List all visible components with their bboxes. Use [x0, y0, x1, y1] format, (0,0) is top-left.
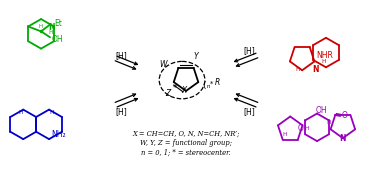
Text: O: O [297, 124, 304, 133]
Text: *: * [210, 81, 214, 87]
Text: N: N [339, 134, 346, 143]
Text: OH: OH [52, 35, 64, 44]
Text: Y: Y [194, 52, 198, 61]
Text: NHR: NHR [316, 51, 333, 61]
Text: H: H [282, 132, 287, 137]
Text: O: O [341, 111, 347, 121]
Text: [H]: [H] [244, 107, 256, 116]
Text: n: n [206, 84, 210, 89]
Text: n = 0, 1; * = stereocenter.: n = 0, 1; * = stereocenter. [141, 149, 231, 157]
Text: [H]: [H] [116, 107, 127, 116]
Text: R: R [215, 78, 220, 87]
Text: X: X [181, 86, 187, 95]
Text: NH₂: NH₂ [51, 130, 66, 139]
Text: H: H [38, 24, 42, 29]
Text: H: H [18, 110, 22, 115]
Text: N: N [48, 23, 54, 32]
Text: OH: OH [315, 106, 327, 115]
Text: H: H [295, 67, 299, 72]
Text: H: H [50, 110, 54, 115]
Text: Et: Et [54, 19, 62, 28]
Text: H: H [49, 30, 53, 35]
Text: W, Y, Z = functional group;: W, Y, Z = functional group; [140, 139, 232, 147]
Text: H: H [322, 59, 326, 64]
Text: (: ( [202, 80, 206, 89]
Text: Z: Z [166, 89, 171, 98]
Text: X = CH=CH, O, N, N=CH, NR’;: X = CH=CH, O, N, N=CH, NR’; [132, 129, 240, 137]
Text: N: N [312, 65, 318, 74]
Text: [H]: [H] [116, 51, 127, 60]
Text: H: H [305, 126, 309, 131]
Text: H: H [326, 120, 330, 125]
Text: W: W [160, 60, 167, 69]
Text: *: * [173, 84, 177, 93]
Text: [H]: [H] [244, 46, 256, 55]
